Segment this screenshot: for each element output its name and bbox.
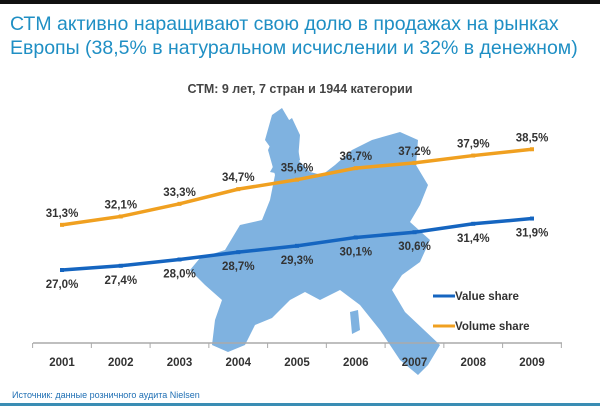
x-tick-label: 2009	[519, 357, 545, 369]
x-tick-label: 2006	[343, 357, 369, 369]
data-point	[118, 263, 123, 268]
title-line-1: СТМ активно наращивают свою долю в прода…	[10, 13, 559, 35]
source-note: Источник: данные розничного аудита Niels…	[12, 390, 200, 400]
x-tick-label: 2002	[108, 357, 134, 369]
data-point	[295, 243, 299, 248]
data-label: 31,9%	[516, 228, 549, 240]
data-label: 29,3%	[281, 255, 314, 267]
data-label: 31,3%	[46, 208, 79, 220]
x-tick-label: 2008	[460, 357, 486, 369]
data-label: 32,1%	[104, 199, 137, 211]
data-point	[471, 153, 476, 158]
data-label: 34,7%	[222, 172, 255, 184]
data-label: 28,7%	[222, 261, 255, 273]
data-label: 37,9%	[457, 139, 490, 151]
data-point	[60, 268, 64, 272]
data-point	[412, 160, 417, 165]
europe-map	[190, 118, 440, 375]
data-point	[530, 147, 534, 152]
data-label: 38,5%	[516, 132, 549, 144]
uk-map	[265, 108, 300, 175]
data-label: 28,0%	[163, 269, 196, 281]
legend: Value share Volume share	[433, 291, 530, 333]
bottom-line	[0, 403, 600, 406]
legend-value-label: Value share	[455, 291, 519, 303]
chart-title: СТМ: 9 лет, 7 стран и 1944 категории	[187, 82, 413, 96]
data-point	[236, 187, 241, 192]
data-point	[236, 250, 241, 255]
title-line-2: Европы (38,5% в натуральном исчислении и…	[10, 37, 578, 59]
data-point	[412, 230, 417, 235]
data-label: 33,3%	[163, 187, 196, 199]
data-point	[353, 235, 358, 240]
data-point	[177, 201, 182, 206]
data-label: 36,7%	[339, 151, 372, 163]
x-tick-label: 2007	[402, 357, 428, 369]
data-point	[295, 177, 299, 182]
top-bar	[0, 0, 600, 4]
data-point	[471, 221, 476, 226]
legend-volume-label: Volume share	[455, 321, 530, 333]
data-label: 27,0%	[46, 279, 79, 291]
data-point	[177, 257, 182, 262]
data-point	[530, 216, 534, 221]
data-point	[118, 214, 123, 219]
data-label: 30,6%	[398, 241, 431, 253]
x-tick-label: 2005	[284, 357, 310, 369]
data-point	[60, 222, 64, 227]
data-label: 37,2%	[398, 146, 431, 158]
sardinia-map	[350, 310, 360, 334]
data-label: 27,4%	[104, 275, 137, 287]
x-tick-label: 2004	[225, 357, 251, 369]
data-label: 30,1%	[339, 246, 372, 258]
slide-title: СТМ активно наращивают свою долю в прода…	[10, 12, 578, 60]
x-tick-label: 2003	[167, 357, 193, 369]
x-tick-label: 2001	[49, 357, 75, 369]
data-point	[353, 166, 358, 171]
data-label: 35,6%	[281, 163, 314, 175]
data-label: 31,4%	[457, 233, 490, 245]
